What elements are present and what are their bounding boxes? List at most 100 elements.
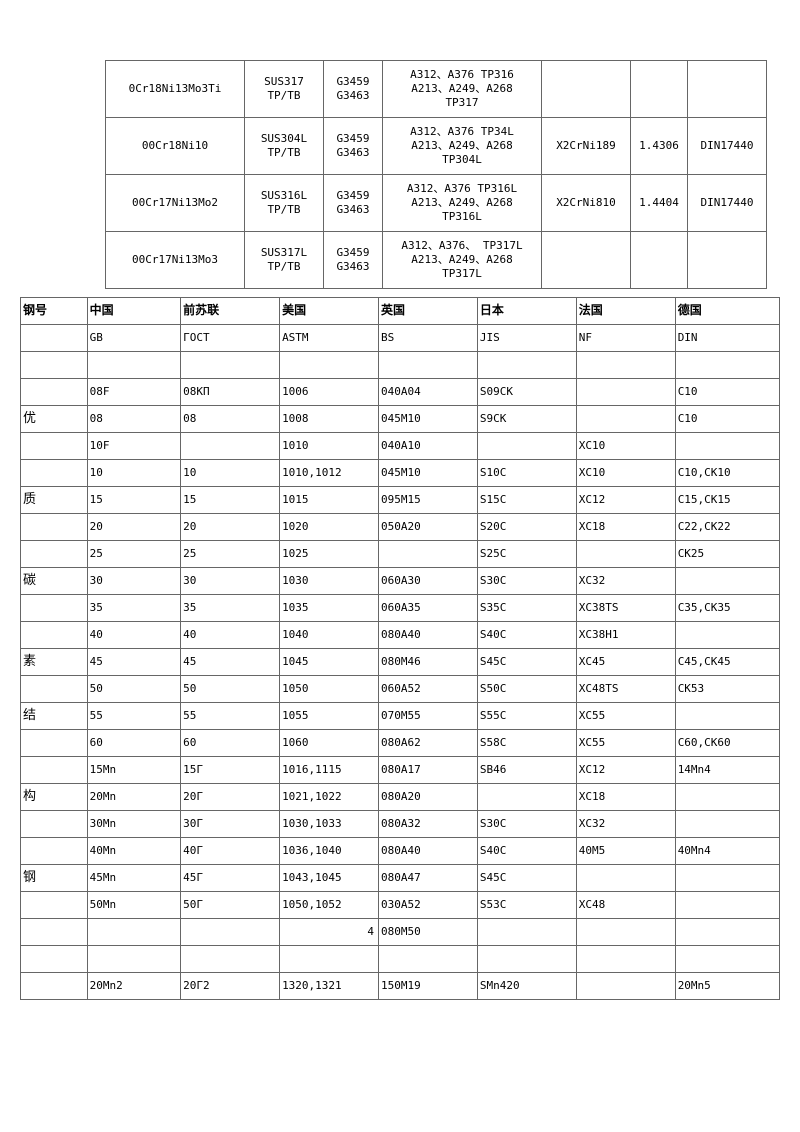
- cell: 080A47: [378, 865, 477, 892]
- cell: 50: [181, 676, 280, 703]
- cell: [21, 946, 88, 973]
- cell: 1008: [280, 406, 379, 433]
- cell: 1045: [280, 649, 379, 676]
- cell: SUS317LTP/TB: [245, 232, 324, 289]
- cell: [87, 352, 181, 379]
- cell: 1055: [280, 703, 379, 730]
- cell: 35: [181, 595, 280, 622]
- cell: 080A20: [378, 784, 477, 811]
- cell: 20: [181, 514, 280, 541]
- cell: 080A40: [378, 622, 477, 649]
- steel-comparison-table: 钢号中国前苏联美国英国日本法国德国GBГОСТASTMBSJISNFDIN08F…: [20, 297, 780, 1000]
- cell: [477, 352, 576, 379]
- cell: [280, 946, 379, 973]
- cell: 1050,1052: [280, 892, 379, 919]
- cell: S15C: [477, 487, 576, 514]
- cell: 08: [181, 406, 280, 433]
- cell: XC55: [576, 730, 675, 757]
- cell: G3459G3463: [324, 175, 383, 232]
- cell: XC45: [576, 649, 675, 676]
- cell: 60: [87, 730, 181, 757]
- cell: 20Г: [181, 784, 280, 811]
- cell: 30Mn: [87, 811, 181, 838]
- column-header: 英国: [378, 298, 477, 325]
- cell: S58C: [477, 730, 576, 757]
- cell: 10F: [87, 433, 181, 460]
- cell: 50Mn: [87, 892, 181, 919]
- cell: 08F: [87, 379, 181, 406]
- cell: SMn420: [477, 973, 576, 1000]
- cell: [477, 784, 576, 811]
- cell: X2CrNi189: [542, 118, 631, 175]
- cell: [21, 379, 88, 406]
- cell: C22,CK22: [675, 514, 779, 541]
- cell: 1016,1115: [280, 757, 379, 784]
- cell: 40M5: [576, 838, 675, 865]
- cell: XC10: [576, 460, 675, 487]
- cell: [21, 622, 88, 649]
- cell: [542, 61, 631, 118]
- cell: 1050: [280, 676, 379, 703]
- cell: X2CrNi810: [542, 175, 631, 232]
- cell: 080A40: [378, 838, 477, 865]
- cell: 4: [280, 919, 379, 946]
- cell: 080A62: [378, 730, 477, 757]
- cell: XC32: [576, 811, 675, 838]
- cell: CK25: [675, 541, 779, 568]
- cell: C10,CK10: [675, 460, 779, 487]
- cell: 45Г: [181, 865, 280, 892]
- cell: 080A17: [378, 757, 477, 784]
- cell: [477, 946, 576, 973]
- cell: SUS304LTP/TB: [245, 118, 324, 175]
- cell: 优: [21, 406, 88, 433]
- cell: [675, 568, 779, 595]
- cell: C35,CK35: [675, 595, 779, 622]
- cell: XC18: [576, 514, 675, 541]
- cell: 25: [87, 541, 181, 568]
- cell: SB46: [477, 757, 576, 784]
- cell: XC10: [576, 433, 675, 460]
- cell: 040A10: [378, 433, 477, 460]
- cell: [675, 784, 779, 811]
- cell: 15Г: [181, 757, 280, 784]
- cell: S25C: [477, 541, 576, 568]
- cell: 15: [181, 487, 280, 514]
- cell: 40Г: [181, 838, 280, 865]
- cell: 1035: [280, 595, 379, 622]
- cell: 0Cr18Ni13Mo3Ti: [106, 61, 245, 118]
- cell: 碳: [21, 568, 88, 595]
- cell: XC38H1: [576, 622, 675, 649]
- cell: 40Mn: [87, 838, 181, 865]
- cell: C10: [675, 379, 779, 406]
- cell: 10: [87, 460, 181, 487]
- cell: [21, 838, 88, 865]
- cell: [542, 232, 631, 289]
- cell: [688, 232, 767, 289]
- cell: 45: [87, 649, 181, 676]
- cell: 25: [181, 541, 280, 568]
- cell: 1015: [280, 487, 379, 514]
- cell: [378, 352, 477, 379]
- cell: S10C: [477, 460, 576, 487]
- column-subheader: ASTM: [280, 325, 379, 352]
- column-subheader: DIN: [675, 325, 779, 352]
- cell: 素: [21, 649, 88, 676]
- cell: 20Г2: [181, 973, 280, 1000]
- cell: S45C: [477, 865, 576, 892]
- cell: S30C: [477, 568, 576, 595]
- cell: 060A35: [378, 595, 477, 622]
- cell: 1320,1321: [280, 973, 379, 1000]
- cell: 00Cr17Ni13Mo2: [106, 175, 245, 232]
- column-header: 钢号: [21, 298, 88, 325]
- cell: DIN17440: [688, 118, 767, 175]
- cell: 20Mn: [87, 784, 181, 811]
- cell: 40: [87, 622, 181, 649]
- cell: 1.4404: [631, 175, 688, 232]
- cell: [21, 676, 88, 703]
- cell: 1030: [280, 568, 379, 595]
- cell: [87, 919, 181, 946]
- cell: 20Mn5: [675, 973, 779, 1000]
- cell: [378, 946, 477, 973]
- cell: 构: [21, 784, 88, 811]
- cell: [675, 946, 779, 973]
